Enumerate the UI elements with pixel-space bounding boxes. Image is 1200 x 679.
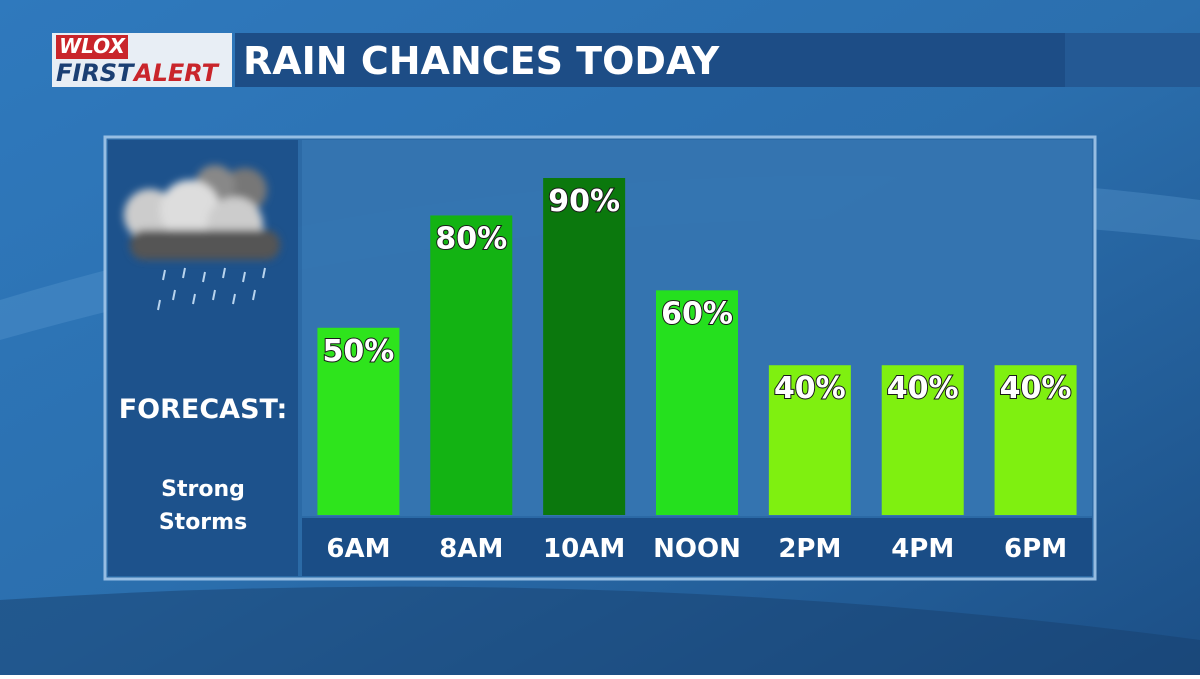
bar [994, 365, 1077, 515]
weather-icon [124, 165, 280, 260]
bar [881, 365, 964, 515]
category-strip [302, 518, 1092, 576]
logo-first: FIRST [56, 59, 135, 87]
logo-alert: ALERT [132, 59, 220, 87]
bar [543, 178, 626, 515]
value-label: 40% [774, 371, 846, 406]
x-tick-label: NOON [653, 534, 741, 564]
title-bar [235, 33, 1200, 87]
bar [430, 215, 513, 515]
rain-icon [157, 267, 266, 311]
x-tick-label: 6PM [1004, 534, 1067, 564]
x-tick-label: 10AM [543, 534, 625, 564]
logo-station: WLOX [59, 34, 126, 58]
logo-station-box [56, 35, 128, 59]
x-tick-label: 6AM [326, 534, 390, 564]
value-label: 40% [887, 371, 959, 406]
value-label: 40% [1000, 371, 1072, 406]
x-tick-label: 2PM [778, 534, 841, 564]
value-label: 60% [661, 296, 733, 331]
value-label: 80% [435, 221, 507, 256]
bar [768, 365, 851, 515]
title-bar-accent [1065, 33, 1200, 87]
bar [656, 290, 738, 515]
value-label: 50% [323, 334, 395, 369]
background-swoosh [0, 586, 1200, 675]
side-condition: Strong [161, 477, 245, 502]
x-tick-label: 4PM [891, 534, 954, 564]
chart-title: RAIN CHANCES TODAY [243, 39, 720, 83]
x-tick-label: 8AM [439, 534, 503, 564]
side-heading: FORECAST: [119, 394, 288, 425]
side-condition: Storms [159, 510, 247, 535]
bar [317, 327, 400, 515]
value-label: 90% [548, 184, 620, 219]
